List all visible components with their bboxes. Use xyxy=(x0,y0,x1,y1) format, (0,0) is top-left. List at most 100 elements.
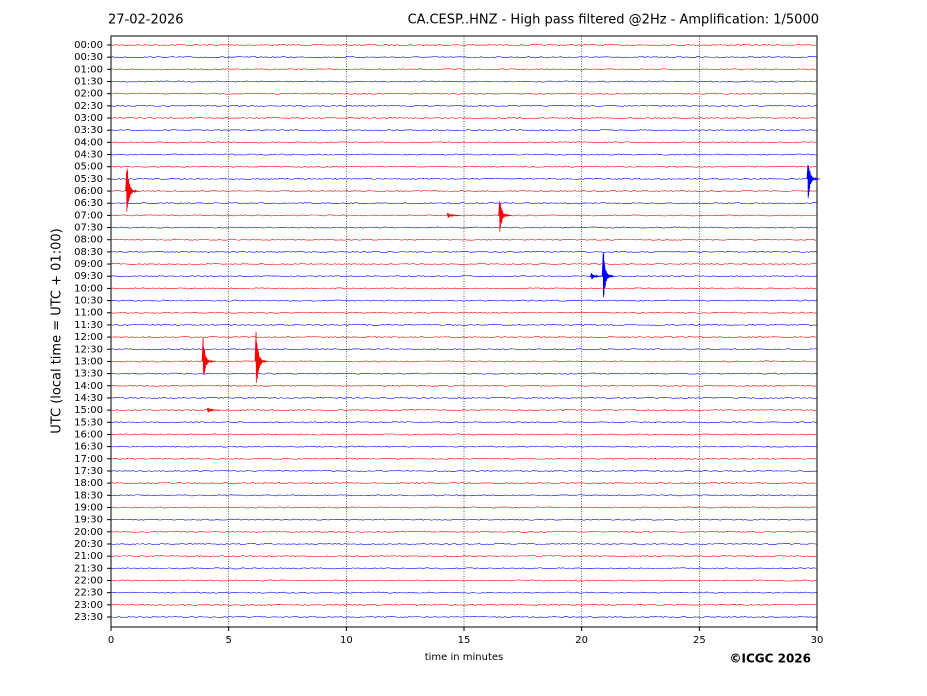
trace xyxy=(110,68,818,71)
y-tick-label: 01:00 xyxy=(74,64,103,75)
trace xyxy=(110,214,818,217)
y-tick-label: 13:30 xyxy=(74,369,103,380)
y-tick-label: 15:30 xyxy=(74,417,103,428)
y-tick-label: 11:30 xyxy=(74,320,103,331)
y-tick-label: 08:00 xyxy=(74,235,103,246)
y-tick-label: 06:30 xyxy=(74,198,103,209)
trace xyxy=(110,616,818,618)
x-tick-label: 5 xyxy=(225,635,231,646)
trace xyxy=(110,44,818,46)
y-tick-label: 12:30 xyxy=(74,344,103,355)
trace xyxy=(110,591,818,594)
trace xyxy=(110,104,818,107)
trace xyxy=(110,190,818,192)
trace xyxy=(110,141,818,144)
trace xyxy=(110,263,818,265)
y-tick-label: 09:30 xyxy=(74,271,103,282)
y-tick-label: 20:00 xyxy=(74,527,103,538)
y-tick-label: 01:30 xyxy=(74,77,103,88)
trace xyxy=(110,603,818,606)
trace xyxy=(110,372,818,375)
y-tick-label: 00:30 xyxy=(74,52,103,63)
y-tick-label: 23:30 xyxy=(74,612,103,623)
trace xyxy=(110,579,818,582)
y-tick-label: 10:00 xyxy=(74,283,103,294)
trace xyxy=(110,506,818,509)
y-tick-label: 20:30 xyxy=(74,539,103,550)
y-tick-label: 03:30 xyxy=(74,125,103,136)
trace xyxy=(110,117,818,119)
seismic-event xyxy=(498,201,512,232)
seismic-event xyxy=(125,168,139,212)
y-tick-label: 17:30 xyxy=(74,466,103,477)
trace xyxy=(110,384,818,387)
y-tick-label: 22:00 xyxy=(74,575,103,586)
trace xyxy=(110,494,818,497)
y-tick-label: 03:00 xyxy=(74,113,103,124)
date: 27-02-2026 xyxy=(108,13,184,28)
trace xyxy=(110,275,818,278)
trace xyxy=(110,129,818,132)
trace xyxy=(110,409,818,412)
y-tick-label: 16:00 xyxy=(74,429,103,440)
trace xyxy=(110,323,818,326)
trace xyxy=(110,567,818,570)
trace xyxy=(110,543,818,545)
trace xyxy=(110,165,818,168)
trace xyxy=(110,457,818,460)
y-tick-label: 05:00 xyxy=(74,162,103,173)
trace xyxy=(110,482,818,485)
trace xyxy=(110,421,818,424)
x-axis-label: time in minutes xyxy=(425,652,504,663)
chart-title: CA.CESP..HNZ - High pass filtered @2Hz -… xyxy=(408,13,819,28)
trace xyxy=(110,360,818,363)
x-tick-label: 15 xyxy=(458,635,471,646)
copyright: ©ICGC 2026 xyxy=(729,652,811,666)
seismic-event xyxy=(206,407,220,413)
seismic-event xyxy=(806,165,820,199)
y-tick-label: 21:30 xyxy=(74,563,103,574)
trace xyxy=(110,397,818,399)
y-tick-label: 21:00 xyxy=(74,551,103,562)
y-tick-label: 11:00 xyxy=(74,308,103,319)
seismic-event xyxy=(254,331,269,383)
y-tick-label: 06:00 xyxy=(74,186,103,197)
y-tick-label: 18:30 xyxy=(74,490,103,501)
y-tick-label: 09:00 xyxy=(74,259,103,270)
seismic-event xyxy=(601,252,616,298)
trace xyxy=(110,80,818,83)
y-tick-label: 23:00 xyxy=(74,600,103,611)
y-tick-label: 00:00 xyxy=(74,40,103,51)
x-tick-label: 0 xyxy=(108,635,114,646)
trace xyxy=(110,433,818,436)
trace xyxy=(110,555,818,558)
y-tick-label: 07:00 xyxy=(74,210,103,221)
trace xyxy=(110,202,818,205)
y-tick-label: 15:00 xyxy=(74,405,103,416)
seismic-event xyxy=(446,212,460,219)
trace xyxy=(110,226,818,229)
trace xyxy=(110,311,818,314)
y-tick-label: 19:00 xyxy=(74,502,103,513)
y-tick-label: 17:00 xyxy=(74,454,103,465)
y-tick-label: 04:30 xyxy=(74,150,103,161)
x-tick-label: 10 xyxy=(340,635,353,646)
y-tick-label: 10:30 xyxy=(74,296,103,307)
y-tick-label: 19:30 xyxy=(74,515,103,526)
trace xyxy=(110,92,818,95)
x-tick-label: 30 xyxy=(811,635,824,646)
y-tick-label: 14:30 xyxy=(74,393,103,404)
trace xyxy=(110,470,818,472)
y-tick-label: 14:00 xyxy=(74,381,103,392)
y-axis-label: UTC (local time = UTC + 01:00) xyxy=(50,228,65,433)
trace xyxy=(110,299,818,302)
y-tick-label: 12:00 xyxy=(74,332,103,343)
y-tick-label: 04:00 xyxy=(74,137,103,148)
x-tick-label: 25 xyxy=(693,635,706,646)
trace xyxy=(110,445,818,448)
trace xyxy=(110,518,818,521)
trace xyxy=(110,238,818,241)
y-tick-label: 16:30 xyxy=(74,442,103,453)
trace xyxy=(110,250,818,253)
